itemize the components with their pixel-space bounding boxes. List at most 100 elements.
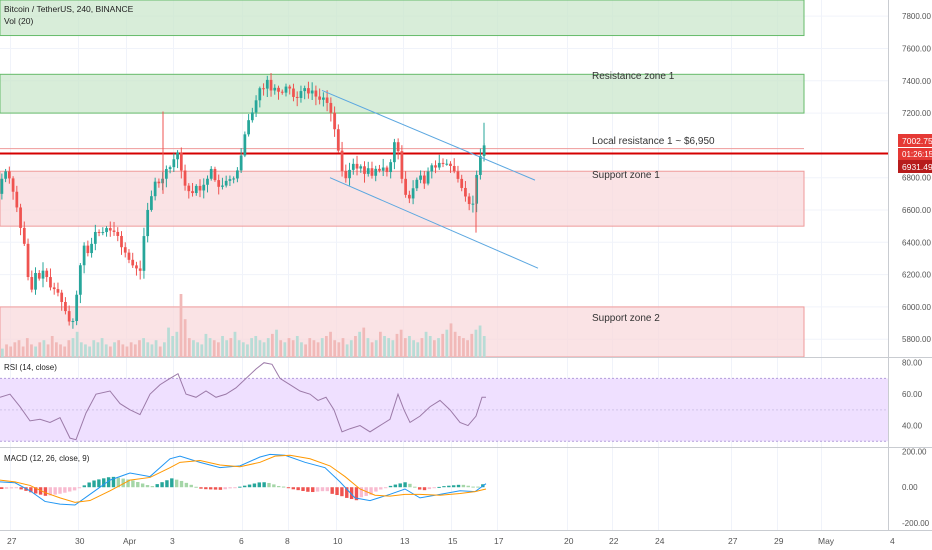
candle-body[interactable] <box>108 228 112 231</box>
candle-body[interactable] <box>90 243 93 254</box>
candle-body[interactable] <box>64 301 67 312</box>
candle-body[interactable] <box>131 259 135 266</box>
candle-body[interactable] <box>366 168 370 174</box>
candle-body[interactable] <box>228 179 232 181</box>
candle-body[interactable] <box>86 245 90 254</box>
candle-body[interactable] <box>250 112 254 121</box>
candle-body[interactable] <box>153 181 157 197</box>
candle-body[interactable] <box>164 169 168 179</box>
macd-indicator-label[interactable]: MACD (12, 26, close, 9) <box>4 454 90 463</box>
candle-body[interactable] <box>123 247 127 253</box>
candle-body[interactable] <box>213 168 217 181</box>
candle-body[interactable] <box>434 165 437 168</box>
candle-body[interactable] <box>307 88 310 94</box>
candle-body[interactable] <box>138 268 142 271</box>
candle-body[interactable] <box>265 79 269 89</box>
candle-body[interactable] <box>243 134 247 156</box>
macd-line[interactable] <box>0 453 487 506</box>
candle-body[interactable] <box>370 168 374 176</box>
candle-body[interactable] <box>381 167 385 171</box>
candle-body[interactable] <box>430 165 434 172</box>
candle-body[interactable] <box>221 185 224 187</box>
candle-body[interactable] <box>172 159 176 168</box>
candle-body[interactable] <box>79 265 82 295</box>
candle-body[interactable] <box>464 187 467 197</box>
rsi-line[interactable] <box>0 362 486 441</box>
candle-body[interactable] <box>146 209 150 237</box>
candle-body[interactable] <box>254 100 258 113</box>
candle-body[interactable] <box>393 142 396 163</box>
candle-body[interactable] <box>0 178 4 194</box>
candle-body[interactable] <box>187 185 191 192</box>
candle-body[interactable] <box>449 163 452 167</box>
candle-body[interactable] <box>269 79 273 91</box>
candle-body[interactable] <box>116 231 120 236</box>
candle-body[interactable] <box>49 277 52 288</box>
candle-body[interactable] <box>105 228 108 233</box>
candle-body[interactable] <box>60 292 64 302</box>
candle-body[interactable] <box>67 311 71 322</box>
candle-body[interactable] <box>11 178 15 192</box>
candle-body[interactable] <box>176 152 179 160</box>
candle-body[interactable] <box>292 88 295 97</box>
candle-body[interactable] <box>7 171 11 179</box>
candle-body[interactable] <box>247 120 250 135</box>
candle-body[interactable] <box>19 207 22 228</box>
candle-body[interactable] <box>191 191 194 194</box>
candle-body[interactable] <box>142 236 146 271</box>
candle-body[interactable] <box>314 90 318 97</box>
candle-body[interactable] <box>456 171 460 179</box>
candle-body[interactable] <box>97 231 101 233</box>
candle-body[interactable] <box>127 252 131 260</box>
candle-body[interactable] <box>322 97 325 100</box>
symbol-title[interactable]: Bitcoin / TetherUS, 240, BINANCE <box>4 4 134 14</box>
candle-body[interactable] <box>4 171 7 179</box>
candle-body[interactable] <box>179 152 183 171</box>
candle-body[interactable] <box>75 294 79 322</box>
candle-body[interactable] <box>37 273 41 279</box>
candle-body[interactable] <box>303 88 307 92</box>
candle-body[interactable] <box>374 168 378 176</box>
candle-body[interactable] <box>340 150 344 171</box>
candle-body[interactable] <box>112 230 116 232</box>
candle-body[interactable] <box>385 167 389 173</box>
macd-panel[interactable] <box>0 453 487 506</box>
candle-body[interactable] <box>460 178 464 188</box>
candle-body[interactable] <box>441 162 445 164</box>
candle-body[interactable] <box>445 163 449 165</box>
candle-body[interactable] <box>45 270 49 278</box>
candle-body[interactable] <box>407 194 411 199</box>
candle-body[interactable] <box>135 265 138 269</box>
candles-layer[interactable] <box>0 73 486 329</box>
candle-body[interactable] <box>344 170 348 179</box>
candle-body[interactable] <box>363 166 366 174</box>
signal-line[interactable] <box>0 454 487 503</box>
candle-body[interactable] <box>206 178 209 185</box>
candle-body[interactable] <box>467 196 471 205</box>
candle-body[interactable] <box>404 178 407 195</box>
candle-body[interactable] <box>288 86 292 89</box>
candle-body[interactable] <box>258 88 262 101</box>
candle-body[interactable] <box>262 88 265 90</box>
candle-body[interactable] <box>422 175 426 184</box>
candle-body[interactable] <box>329 102 333 113</box>
candle-body[interactable] <box>479 155 482 175</box>
candle-body[interactable] <box>325 97 329 103</box>
candle-body[interactable] <box>120 235 123 248</box>
candle-body[interactable] <box>217 180 221 187</box>
candle-body[interactable] <box>396 142 400 152</box>
candle-body[interactable] <box>355 163 359 169</box>
candle-body[interactable] <box>348 169 351 179</box>
rsi-indicator-label[interactable]: RSI (14, close) <box>4 363 57 372</box>
candle-body[interactable] <box>318 96 322 100</box>
candle-body[interactable] <box>236 170 239 179</box>
candle-body[interactable] <box>224 180 228 186</box>
candle-body[interactable] <box>400 151 404 179</box>
candle-body[interactable] <box>280 91 284 93</box>
candle-body[interactable] <box>194 185 198 194</box>
trendlines-layer[interactable] <box>321 90 539 269</box>
candle-body[interactable] <box>202 184 206 191</box>
candle-body[interactable] <box>41 270 45 279</box>
volume-indicator-label[interactable]: Vol (20) <box>4 16 33 26</box>
rsi-panel[interactable] <box>0 362 888 442</box>
